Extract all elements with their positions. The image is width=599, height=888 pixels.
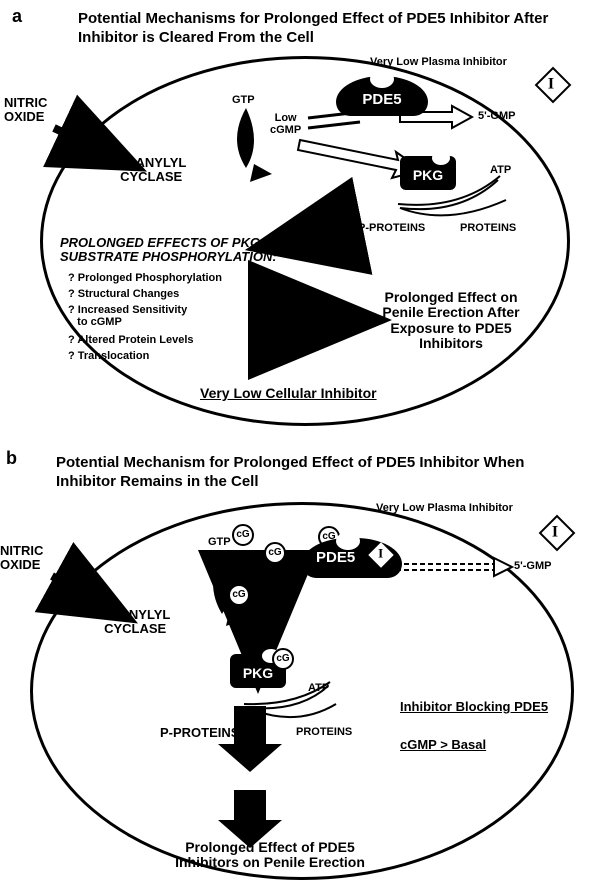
panel-a-bottom-label: Very Low Cellular Inhibitor <box>200 386 377 401</box>
inhibitor-letter: I <box>548 75 554 93</box>
panel-a-outcome: Prolonged Effect on Penile Erection Afte… <box>356 290 546 352</box>
pkg-substrate-header: PROLONGED EFFECTS OF PKG SUBSTRATE PHOSP… <box>60 236 277 265</box>
pde5-label: PDE5 <box>362 91 401 108</box>
cg-icon: cG <box>264 542 286 564</box>
atp-label: ATP <box>490 164 511 176</box>
side-label-1: Inhibitor Blocking PDE5 <box>400 700 548 714</box>
q5: ? Translocation <box>68 350 149 362</box>
q1: ? Prolonged Phosphorylation <box>68 272 222 284</box>
cg-icon: cG <box>272 648 294 670</box>
proteins-label-b: PROTEINS <box>296 726 352 738</box>
inhibitor-letter-b: I <box>552 523 558 541</box>
atp-label-b: ATP <box>308 682 329 694</box>
nitric-oxide-label: NITRIC OXIDE <box>4 96 47 125</box>
panel-a-title: Potential Mechanisms for Prolonged Effec… <box>78 10 558 48</box>
side-label-2: cGMP > Basal <box>400 738 486 752</box>
low-cgmp-label: Low cGMP <box>270 112 301 136</box>
cg-icon: cG <box>232 524 254 546</box>
pkg-icon: PKG <box>400 156 456 190</box>
panel-b-plasma-inhibitor: Very Low Plasma Inhibitor <box>376 502 513 514</box>
gtp-label: GTP <box>232 94 255 106</box>
inhibitor-diamond-icon-b: I <box>539 515 576 552</box>
p-proteins-label-b: P-PROTEINS <box>160 726 239 740</box>
five-prime-gmp-label-b: 5'-GMP <box>514 560 551 572</box>
panel-b-outcome: Prolonged Effect of PDE5 Inhibitors on P… <box>140 840 400 871</box>
panel-b-letter: b <box>6 448 17 469</box>
proteins-label: PROTEINS <box>460 222 516 234</box>
guanylyl-cyclase-label: GUANYLYL CYCLASE <box>116 156 186 185</box>
panel-b-title: Potential Mechanism for Prolonged Effect… <box>56 454 556 492</box>
inhibitor-diamond-icon: I <box>535 67 572 104</box>
pkg-label: PKG <box>413 167 443 183</box>
p-proteins-label: P-PROTEINS <box>358 222 425 234</box>
panel-a: a Potential Mechanisms for Prolonged Eff… <box>0 0 595 440</box>
gtp-label-b: GTP <box>208 536 231 548</box>
q3: ? Increased Sensitivity to cGMP <box>68 304 187 328</box>
five-prime-gmp-label: 5'-GMP <box>478 110 515 122</box>
nitric-oxide-label-b: NITRIC OXIDE <box>0 544 43 573</box>
guanylyl-cyclase-label-b: GUANYLYL CYCLASE <box>100 608 170 637</box>
brace-icon: } <box>271 272 297 362</box>
q4: ? Altered Protein Levels <box>68 334 194 346</box>
pkg-label-b: PKG <box>243 665 273 681</box>
q2: ? Structural Changes <box>68 288 179 300</box>
cg-icon: cG <box>228 584 250 606</box>
panel-b: b Potential Mechanism for Prolonged Effe… <box>0 448 595 888</box>
panel-a-letter: a <box>12 6 22 27</box>
pde5-label-b: PDE5 <box>316 534 355 582</box>
